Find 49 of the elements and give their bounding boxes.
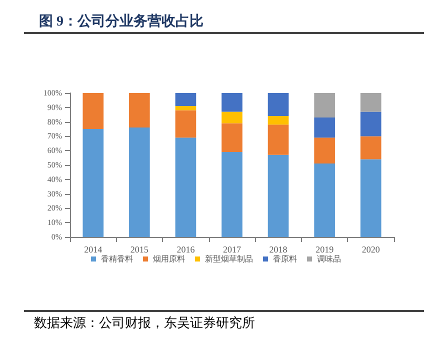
bar	[175, 110, 196, 138]
x-tick-label: 2019	[316, 244, 334, 254]
y-tick-label: 90%	[47, 102, 62, 112]
x-tick-label: 2020	[362, 244, 380, 254]
bar	[360, 112, 382, 136]
bar	[129, 128, 150, 237]
bar	[175, 93, 196, 106]
y-tick-label: 10%	[47, 218, 62, 228]
x-tick-label: 2017	[223, 244, 242, 254]
bar	[222, 123, 242, 152]
x-tick-label: 2016	[176, 244, 196, 254]
y-tick-label: 80%	[47, 117, 62, 126]
bar	[222, 152, 242, 237]
legend-label: 新型烟草制品	[205, 254, 253, 264]
bar	[82, 129, 104, 237]
bar	[314, 117, 335, 138]
bar	[129, 93, 150, 128]
bar	[360, 93, 382, 112]
legend-label: 调味品	[317, 254, 341, 264]
y-tick-label: 40%	[47, 174, 62, 184]
source-note: 数据来源：公司财报，东吴证券研究所	[34, 315, 255, 330]
y-tick-label: 50%	[47, 160, 62, 170]
bar	[314, 93, 335, 118]
legend-label: 香原料	[273, 254, 297, 264]
x-tick-label: 2018	[269, 244, 288, 254]
bar	[175, 138, 196, 237]
x-tick-label: 2015	[130, 244, 149, 254]
y-tick-label: 100%	[43, 88, 62, 98]
bar	[268, 154, 289, 237]
legend-label: 香精香料	[101, 254, 133, 264]
bar	[268, 124, 289, 155]
bar	[268, 93, 289, 116]
bar	[268, 116, 289, 125]
bar	[175, 106, 196, 110]
bar	[360, 136, 382, 160]
x-tick-label: 2014	[84, 244, 103, 254]
y-tick-label: 20%	[47, 204, 62, 213]
y-tick-label: 70%	[47, 132, 62, 141]
y-tick-label: 0%	[51, 232, 62, 242]
bar	[82, 93, 104, 129]
chart-title: 图 9：公司分业务营收占比	[39, 14, 204, 30]
y-tick-label: 60%	[47, 146, 62, 156]
bar	[360, 159, 382, 237]
bar	[314, 138, 335, 164]
bar	[314, 164, 335, 237]
legend-label: 烟用原料	[153, 254, 185, 264]
bar	[222, 112, 242, 124]
y-tick-label: 30%	[47, 189, 62, 198]
bar	[222, 93, 242, 112]
